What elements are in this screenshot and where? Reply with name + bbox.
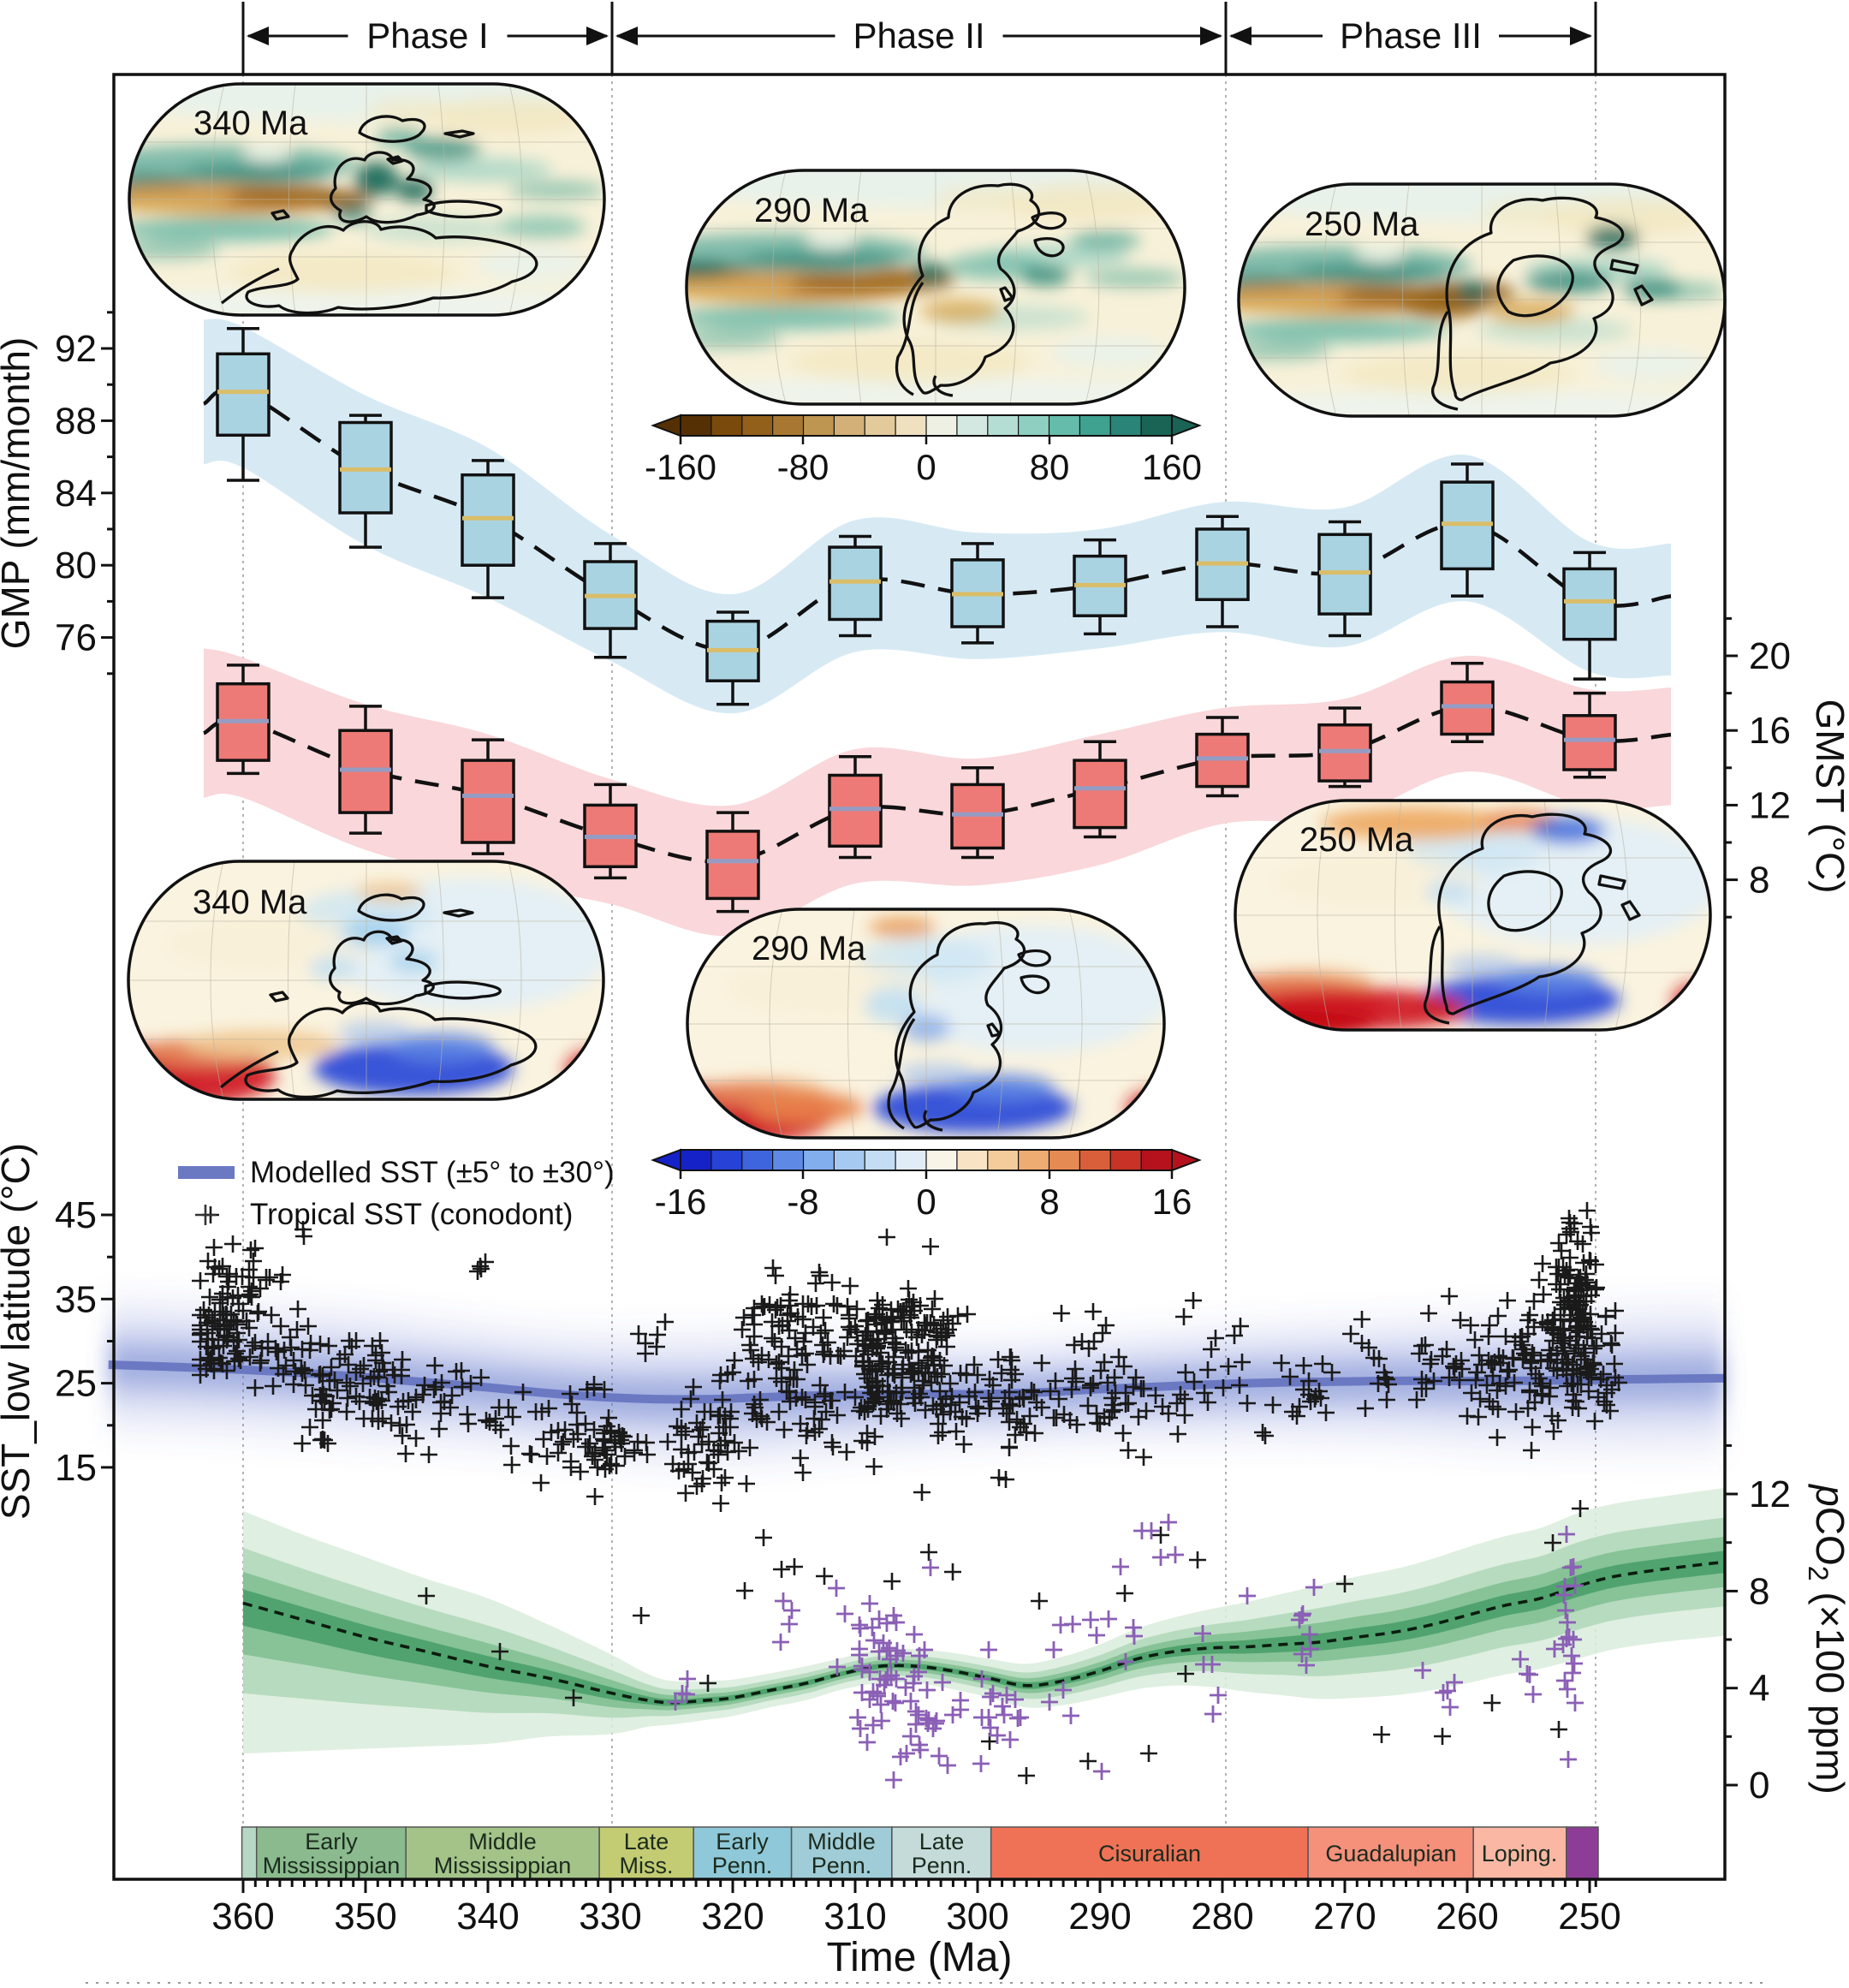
svg-text:340 Ma: 340 Ma bbox=[193, 884, 307, 921]
svg-text:Early: Early bbox=[305, 1829, 358, 1854]
svg-text:Early: Early bbox=[716, 1829, 769, 1854]
svg-text:Time (Ma): Time (Ma) bbox=[827, 1935, 1013, 1980]
svg-text:-160: -160 bbox=[645, 447, 716, 487]
svg-text:250 Ma: 250 Ma bbox=[1305, 205, 1419, 243]
svg-text:Middle: Middle bbox=[468, 1829, 537, 1854]
svg-text:35: 35 bbox=[55, 1278, 97, 1320]
svg-text:12: 12 bbox=[1749, 1473, 1791, 1515]
svg-text:SST_low latitude (°C): SST_low latitude (°C) bbox=[0, 1143, 38, 1520]
svg-text:Mississippian: Mississippian bbox=[434, 1853, 572, 1878]
svg-text:350: 350 bbox=[334, 1896, 396, 1937]
svg-text:Miss.: Miss. bbox=[620, 1853, 674, 1878]
svg-text:Phase I: Phase I bbox=[366, 15, 488, 56]
svg-text:Mississippian: Mississippian bbox=[263, 1853, 401, 1878]
svg-text:Guadalupian: Guadalupian bbox=[1325, 1841, 1456, 1866]
svg-text:15: 15 bbox=[55, 1447, 97, 1489]
svg-text:330: 330 bbox=[579, 1896, 641, 1937]
svg-text:Late: Late bbox=[624, 1829, 669, 1854]
svg-text:340 Ma: 340 Ma bbox=[193, 104, 308, 142]
svg-text:Cisuralian: Cisuralian bbox=[1098, 1841, 1201, 1866]
svg-text:8: 8 bbox=[1749, 1570, 1769, 1612]
svg-text:-16: -16 bbox=[655, 1181, 707, 1222]
svg-text:0: 0 bbox=[916, 447, 936, 487]
svg-text:250: 250 bbox=[1558, 1896, 1620, 1937]
svg-text:45: 45 bbox=[55, 1194, 97, 1236]
svg-text:80: 80 bbox=[1030, 447, 1070, 487]
svg-text:25: 25 bbox=[55, 1363, 97, 1405]
svg-text:0: 0 bbox=[1749, 1765, 1769, 1806]
svg-text:Phase II: Phase II bbox=[853, 15, 984, 56]
svg-text:160: 160 bbox=[1142, 447, 1202, 487]
svg-text:Modelled SST (±5° to ±30°): Modelled SST (±5° to ±30°) bbox=[250, 1156, 615, 1189]
svg-text:290 Ma: 290 Ma bbox=[752, 930, 866, 967]
svg-text:340: 340 bbox=[456, 1896, 519, 1937]
svg-text:Late: Late bbox=[919, 1829, 965, 1854]
svg-text:250 Ma: 250 Ma bbox=[1299, 821, 1414, 859]
svg-text:16: 16 bbox=[1152, 1181, 1192, 1222]
svg-text:Middle: Middle bbox=[807, 1829, 876, 1854]
svg-text:4: 4 bbox=[1749, 1668, 1769, 1710]
svg-text:270: 270 bbox=[1313, 1896, 1376, 1937]
svg-text:290 Ma: 290 Ma bbox=[754, 192, 869, 229]
svg-text:0: 0 bbox=[916, 1181, 936, 1222]
svg-text:Penn.: Penn. bbox=[912, 1853, 972, 1878]
svg-text:8: 8 bbox=[1039, 1181, 1059, 1222]
svg-text:Penn.: Penn. bbox=[712, 1853, 773, 1878]
svg-text:92: 92 bbox=[55, 328, 97, 370]
svg-text:76: 76 bbox=[55, 617, 97, 659]
svg-text:Phase III: Phase III bbox=[1340, 15, 1482, 56]
svg-text:-80: -80 bbox=[777, 447, 829, 487]
svg-text:260: 260 bbox=[1436, 1896, 1498, 1937]
svg-text:Loping.: Loping. bbox=[1482, 1841, 1558, 1866]
svg-text:320: 320 bbox=[701, 1896, 764, 1937]
svg-text:-8: -8 bbox=[787, 1181, 818, 1222]
svg-text:88: 88 bbox=[55, 400, 97, 442]
svg-text:pCO2 (×100 ppm): pCO2 (×100 ppm) bbox=[1803, 1483, 1849, 1795]
svg-text:20: 20 bbox=[1749, 635, 1791, 677]
svg-text:290: 290 bbox=[1068, 1896, 1131, 1937]
svg-text:300: 300 bbox=[946, 1896, 1008, 1937]
svg-text:8: 8 bbox=[1749, 860, 1769, 902]
svg-text:280: 280 bbox=[1191, 1896, 1253, 1937]
svg-text:84: 84 bbox=[55, 473, 97, 515]
svg-text:Penn.: Penn. bbox=[812, 1853, 872, 1878]
svg-text:16: 16 bbox=[1749, 710, 1791, 752]
svg-text:12: 12 bbox=[1749, 784, 1791, 826]
svg-text:GMP (mm/month): GMP (mm/month) bbox=[0, 337, 38, 650]
svg-text:80: 80 bbox=[55, 545, 97, 586]
svg-text:310: 310 bbox=[823, 1896, 886, 1937]
svg-text:Tropical SST (conodont): Tropical SST (conodont) bbox=[250, 1198, 573, 1231]
svg-text:GMST (°C): GMST (°C) bbox=[1808, 699, 1849, 893]
svg-text:360: 360 bbox=[211, 1896, 274, 1937]
